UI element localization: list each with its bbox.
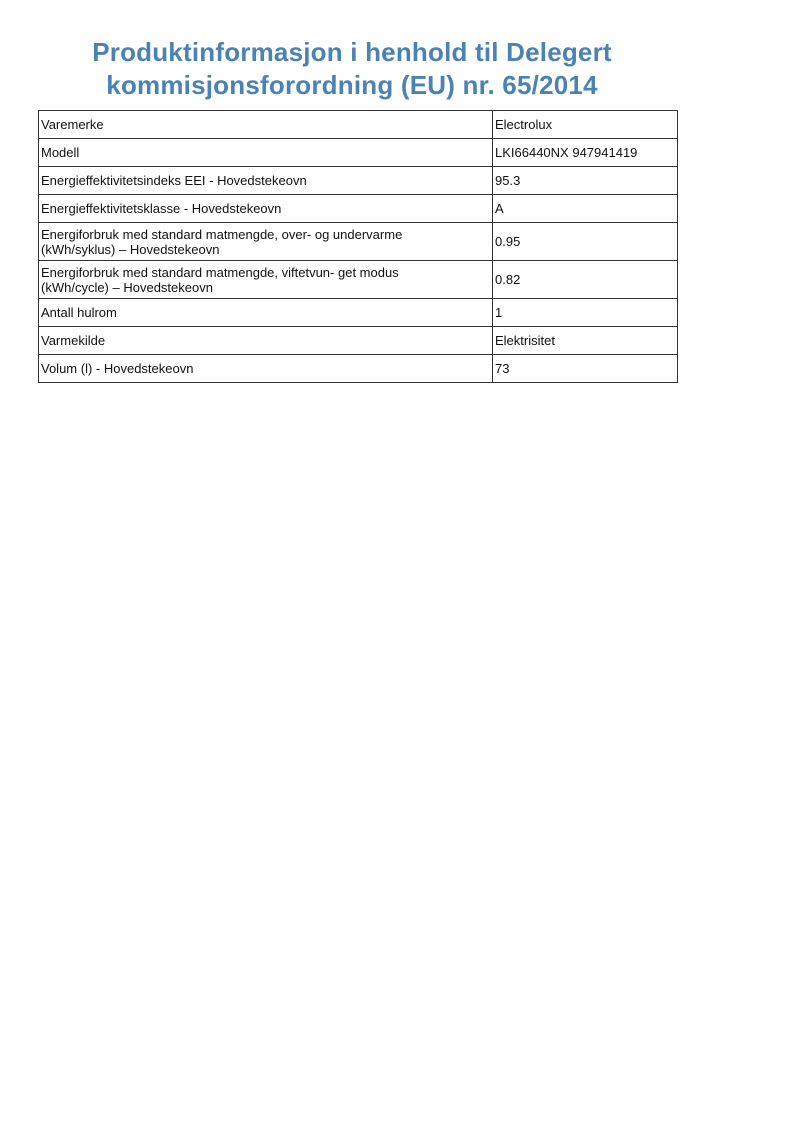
row-value: 73 [492, 354, 678, 383]
row-value: 0.95 [492, 222, 678, 261]
page-title: Produktinformasjon i henhold til Deleger… [38, 36, 666, 102]
table-row: Varmekilde Elektrisitet [38, 326, 678, 355]
row-label: Varemerke [38, 110, 493, 139]
table-row: Varemerke Electrolux [38, 110, 678, 139]
row-value: 95.3 [492, 166, 678, 195]
title-line-2: kommisjonsforordning (EU) nr. 65/2014 [106, 70, 598, 100]
table-row: Energieffektivitetsklasse - Hovedstekeov… [38, 194, 678, 223]
row-value: Electrolux [492, 110, 678, 139]
table-row: Volum (l) - Hovedstekeovn 73 [38, 354, 678, 383]
table-row: Energieffektivitetsindeks EEI - Hovedste… [38, 166, 678, 195]
row-label: Varmekilde [38, 326, 493, 355]
table-row: Energiforbruk med standard matmengde, vi… [38, 260, 678, 299]
row-label-line-1: Energiforbruk med standard matmengde, ov… [41, 226, 403, 242]
row-label: Energiforbruk med standard matmengde, ov… [38, 222, 493, 261]
row-value: 0.82 [492, 260, 678, 299]
row-label: Antall hulrom [38, 298, 493, 327]
row-label: Energieffektivitetsklasse - Hovedstekeov… [38, 194, 493, 223]
row-value: 1 [492, 298, 678, 327]
title-line-1: Produktinformasjon i henhold til Deleger… [92, 37, 612, 67]
row-value: A [492, 194, 678, 223]
row-label: Energiforbruk med standard matmengde, vi… [38, 260, 493, 299]
row-label-line-1: Energiforbruk med standard matmengde, vi… [41, 264, 399, 280]
product-info-table: Varemerke Electrolux Modell LKI66440NX 947… [38, 110, 678, 383]
row-label: Modell [38, 138, 493, 167]
table-row: Energiforbruk med standard matmengde, ov… [38, 222, 678, 261]
row-label: Volum (l) - Hovedstekeovn [38, 354, 493, 383]
table-row: Modell LKI66440NX 947941419 [38, 138, 678, 167]
row-label-line-2: (kWh/cycle) – Hovedstekeovn [41, 279, 213, 295]
row-label: Energieffektivitetsindeks EEI - Hovedste… [38, 166, 493, 195]
table-row: Antall hulrom 1 [38, 298, 678, 327]
row-label-line-2: (kWh/syklus) – Hovedstekeovn [41, 241, 220, 257]
row-value: LKI66440NX 947941419 [492, 138, 678, 167]
row-value: Elektrisitet [492, 326, 678, 355]
